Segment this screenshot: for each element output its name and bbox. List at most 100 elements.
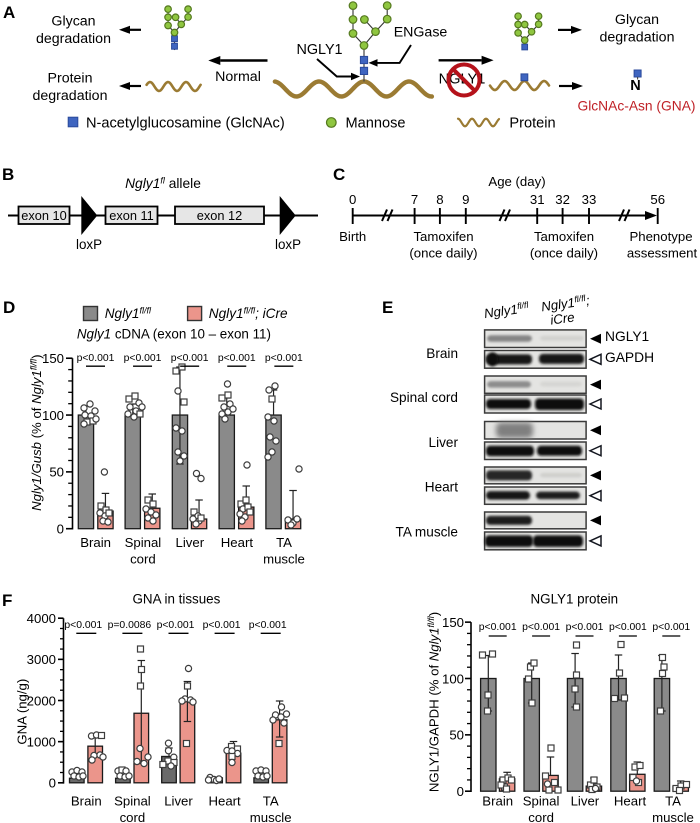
svg-text:0: 0 — [57, 522, 64, 537]
svg-text:50: 50 — [49, 465, 64, 480]
svg-text:0: 0 — [457, 784, 464, 799]
svg-text:NGLY1/GAPDH (% of Ngly1fl/fl): NGLY1/GAPDH (% of Ngly1fl/fl) — [426, 612, 442, 792]
svg-text:(once daily): (once daily) — [530, 246, 598, 261]
svg-text:N: N — [630, 78, 640, 94]
svg-text:degradation: degradation — [33, 88, 108, 104]
svg-text:Glycan: Glycan — [615, 12, 659, 28]
svg-text:Glycan: Glycan — [51, 14, 95, 30]
svg-text:degradation: degradation — [36, 31, 111, 47]
svg-text:p<0.001: p<0.001 — [203, 620, 241, 631]
svg-text:Birth: Birth — [339, 229, 366, 244]
svg-text:p=0.0086: p=0.0086 — [108, 620, 152, 631]
svg-text:31: 31 — [530, 192, 545, 207]
svg-text:150: 150 — [42, 351, 64, 366]
svg-text:E: E — [382, 298, 393, 317]
svg-text:Ngly1 cDNA (exon 10 – exon 11): Ngly1 cDNA (exon 10 – exon 11) — [77, 327, 271, 342]
svg-text:muscle: muscle — [652, 810, 694, 823]
svg-text:TA: TA — [665, 794, 681, 809]
svg-text:Protein: Protein — [48, 71, 93, 87]
svg-text:9: 9 — [462, 192, 469, 207]
svg-text:Tamoxifen: Tamoxifen — [534, 229, 594, 244]
svg-text:Liver: Liver — [429, 435, 459, 450]
svg-text:p<0.001: p<0.001 — [609, 622, 647, 633]
svg-text:Heart: Heart — [221, 535, 254, 550]
svg-text:1000: 1000 — [27, 734, 56, 749]
svg-text:150: 150 — [442, 615, 464, 630]
svg-text:Spinal: Spinal — [114, 794, 151, 809]
svg-text:0: 0 — [49, 776, 56, 791]
svg-text:TA: TA — [263, 794, 279, 809]
svg-text:muscle: muscle — [250, 810, 292, 823]
svg-text:B: B — [2, 165, 14, 184]
svg-text:2000: 2000 — [27, 693, 56, 708]
svg-text:GlcNAc-Asn (GNA): GlcNAc-Asn (GNA) — [577, 99, 695, 114]
svg-text:degradation: degradation — [600, 30, 675, 46]
svg-text:cord: cord — [120, 810, 146, 823]
svg-text:exon 12: exon 12 — [197, 208, 243, 223]
svg-text:100: 100 — [42, 408, 64, 423]
svg-text:Spinal: Spinal — [125, 535, 162, 550]
svg-text:4000: 4000 — [27, 611, 56, 626]
svg-text:p<0.001: p<0.001 — [124, 353, 162, 364]
svg-text:Tamoxifen: Tamoxifen — [413, 229, 473, 244]
svg-text:Liver: Liver — [571, 794, 600, 809]
svg-text:cord: cord — [528, 810, 554, 823]
svg-text:N-acetylglucosamine (GlcNAc): N-acetylglucosamine (GlcNAc) — [86, 116, 285, 132]
svg-text:p<0.001: p<0.001 — [566, 622, 604, 633]
svg-text:Brain: Brain — [80, 535, 111, 550]
svg-text:loxP: loxP — [275, 237, 301, 252]
svg-text:p<0.001: p<0.001 — [265, 353, 303, 364]
svg-text:exon 11: exon 11 — [109, 208, 154, 223]
svg-text:p<0.001: p<0.001 — [157, 620, 195, 631]
svg-text:p<0.001: p<0.001 — [249, 620, 287, 631]
svg-text:GNA (ng/g): GNA (ng/g) — [15, 679, 30, 745]
svg-text:p<0.001: p<0.001 — [522, 622, 560, 633]
svg-text:Liver: Liver — [176, 535, 205, 550]
svg-text:GAPDH: GAPDH — [605, 350, 654, 365]
svg-text:NGLY1 protein: NGLY1 protein — [531, 592, 619, 607]
svg-text:Spinal cord: Spinal cord — [390, 390, 458, 405]
svg-text:iCre: iCre — [549, 309, 575, 327]
svg-text:assessment: assessment — [627, 246, 698, 261]
svg-text:Ngly1fl/fl; iCre: Ngly1fl/fl; iCre — [209, 306, 288, 322]
svg-text:D: D — [3, 298, 15, 317]
svg-text:0: 0 — [349, 192, 356, 207]
svg-text:F: F — [2, 591, 12, 610]
svg-text:muscle: muscle — [263, 552, 305, 567]
svg-text:cord: cord — [130, 552, 156, 567]
svg-text:Brain: Brain — [482, 794, 513, 809]
svg-text:Brain: Brain — [71, 794, 102, 809]
svg-text:Ngly1fl/fl: Ngly1fl/fl — [483, 300, 531, 322]
svg-text:Spinal: Spinal — [523, 794, 560, 809]
svg-text:p<0.001: p<0.001 — [171, 353, 209, 364]
svg-text:ENGase: ENGase — [394, 25, 448, 41]
svg-text:Phenotype: Phenotype — [629, 229, 692, 244]
svg-text:Heart: Heart — [425, 480, 458, 495]
svg-text:p<0.001: p<0.001 — [479, 622, 517, 633]
svg-text:(once daily): (once daily) — [409, 246, 477, 261]
svg-text:Mannose: Mannose — [346, 116, 406, 132]
svg-text:Normal: Normal — [215, 69, 261, 85]
svg-text:GNA in tissues: GNA in tissues — [132, 592, 220, 607]
svg-text:7: 7 — [411, 192, 418, 207]
svg-text:Brain: Brain — [426, 346, 458, 361]
svg-text:Age (day): Age (day) — [488, 174, 545, 189]
svg-text:3000: 3000 — [27, 652, 56, 667]
svg-text:Ngly1/Gusb (% of Ngly1fl/fl): Ngly1/Gusb (% of Ngly1fl/fl) — [29, 355, 45, 511]
svg-text:exon 10: exon 10 — [21, 208, 67, 223]
svg-text:33: 33 — [582, 192, 597, 207]
svg-text:p<0.001: p<0.001 — [218, 353, 256, 364]
svg-text:TA: TA — [276, 535, 292, 550]
svg-text:8: 8 — [436, 192, 443, 207]
svg-text:100: 100 — [442, 671, 464, 686]
svg-text:Protein: Protein — [509, 116, 555, 132]
svg-text:C: C — [333, 165, 345, 184]
svg-text:p<0.001: p<0.001 — [64, 620, 102, 631]
svg-text:Heart: Heart — [208, 794, 241, 809]
svg-text:Heart: Heart — [614, 794, 647, 809]
svg-text:32: 32 — [555, 192, 570, 207]
svg-text:Liver: Liver — [164, 794, 193, 809]
svg-text:TA muscle: TA muscle — [396, 525, 458, 540]
svg-text:loxP: loxP — [76, 237, 102, 252]
svg-text:50: 50 — [449, 728, 464, 743]
